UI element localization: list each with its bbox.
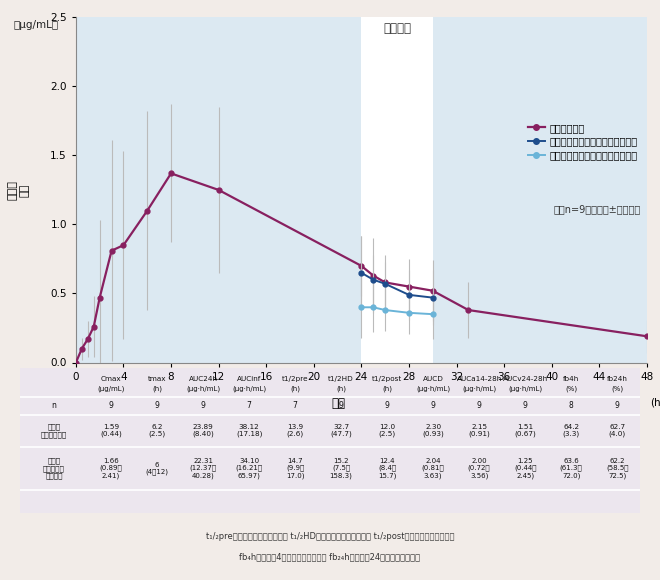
Text: 各群n=9、平均値±標準偏差: 各群n=9、平均値±標準偏差 xyxy=(554,204,641,214)
Text: 平均値
（標準偏差）: 平均値 （標準偏差） xyxy=(41,423,67,438)
Text: 62.7
(4.0): 62.7 (4.0) xyxy=(609,424,626,437)
Text: fb₄h：投与後4時間の蛋白結合率　 fb₂₄h：投与後24時間の蛋白結合率: fb₄h：投与後4時間の蛋白結合率 fb₂₄h：投与後24時間の蛋白結合率 xyxy=(240,552,420,561)
Text: 9: 9 xyxy=(614,401,620,411)
Text: 2.00
(0.72～
3.56): 2.00 (0.72～ 3.56) xyxy=(468,458,490,479)
Text: AUCv24-28h: AUCv24-28h xyxy=(503,376,548,382)
Text: (h): (h) xyxy=(382,385,392,392)
Text: (h): (h) xyxy=(290,385,300,392)
Text: t₁/₂pre：透析前の消失半減期　 t₁/₂HD：透析中の消失半減期　 t₁/₂post：透析後の消失半減期: t₁/₂pre：透析前の消失半減期 t₁/₂HD：透析中の消失半減期 t₁/₂p… xyxy=(206,532,454,541)
Text: 13.9
(2.6): 13.9 (2.6) xyxy=(286,424,304,437)
Text: (h): (h) xyxy=(336,385,346,392)
Legend: 皮下静脈濃度, ダイアライザ入口濃度（動脈側）, ダイアライザ出口濃度（静脈側）: 皮下静脈濃度, ダイアライザ入口濃度（動脈側）, ダイアライザ出口濃度（静脈側） xyxy=(523,119,642,165)
Text: 2.04
(0.81～
3.63): 2.04 (0.81～ 3.63) xyxy=(422,458,445,479)
Text: 1.66
(0.89～
2.41): 1.66 (0.89～ 2.41) xyxy=(100,458,122,479)
Text: (μg·h/mL): (μg·h/mL) xyxy=(232,385,266,392)
Text: 9: 9 xyxy=(339,401,344,411)
Text: 9: 9 xyxy=(523,401,527,411)
Text: (%): (%) xyxy=(611,385,623,392)
Text: tmax: tmax xyxy=(148,376,166,382)
Text: 7: 7 xyxy=(292,401,298,411)
Text: 15.2
(7.5～
158.3): 15.2 (7.5～ 158.3) xyxy=(330,458,352,479)
Text: 7: 7 xyxy=(247,401,251,411)
Text: 62.2
(58.5～
72.5): 62.2 (58.5～ 72.5) xyxy=(606,458,628,479)
Text: AUCD: AUCD xyxy=(422,376,444,382)
Text: Cmax: Cmax xyxy=(101,376,121,382)
Text: 中央値
（最小値～
最大値）: 中央値 （最小値～ 最大値） xyxy=(43,458,65,479)
Text: 12.0
(2.5): 12.0 (2.5) xyxy=(379,424,396,437)
Text: 9: 9 xyxy=(385,401,389,411)
Text: t1/2pre: t1/2pre xyxy=(282,376,308,382)
Text: 2.15
(0.91): 2.15 (0.91) xyxy=(469,424,490,437)
Text: 23.89
(8.40): 23.89 (8.40) xyxy=(192,424,214,437)
Text: 1.25
(0.44～
2.45): 1.25 (0.44～ 2.45) xyxy=(514,458,537,479)
Text: (μg·h/mL): (μg·h/mL) xyxy=(416,385,450,392)
Text: 血液透析: 血液透析 xyxy=(383,21,411,35)
Text: 9: 9 xyxy=(477,401,482,411)
Text: 34.10
(16.21～
65.97): 34.10 (16.21～ 65.97) xyxy=(236,458,263,479)
Text: 32.7
(47.7): 32.7 (47.7) xyxy=(330,424,352,437)
Text: 血漿中
濃度: 血漿中 濃度 xyxy=(8,180,30,200)
Text: 22.31
(12.37～
40.28): 22.31 (12.37～ 40.28) xyxy=(189,458,216,479)
Text: AUCa14-28h: AUCa14-28h xyxy=(457,376,502,382)
Text: 12.4
(8.4～
15.7): 12.4 (8.4～ 15.7) xyxy=(378,458,396,479)
Text: 9: 9 xyxy=(154,401,160,411)
Text: t1/2post: t1/2post xyxy=(372,376,402,382)
Text: 1.59
(0.44): 1.59 (0.44) xyxy=(100,424,122,437)
Text: 1.51
(0.67): 1.51 (0.67) xyxy=(514,424,536,437)
Text: 2.30
(0.93): 2.30 (0.93) xyxy=(422,424,444,437)
Text: (μg·h/mL): (μg·h/mL) xyxy=(462,385,496,392)
Text: 時間: 時間 xyxy=(331,397,346,410)
Text: 9: 9 xyxy=(201,401,205,411)
Text: 14.7
(9.9～
17.0): 14.7 (9.9～ 17.0) xyxy=(286,458,304,479)
Text: (%): (%) xyxy=(565,385,578,392)
Text: 38.12
(17.18): 38.12 (17.18) xyxy=(236,424,262,437)
Bar xyxy=(362,17,433,362)
Text: (μg·h/mL): (μg·h/mL) xyxy=(508,385,543,392)
Text: （μg/mL）: （μg/mL） xyxy=(13,20,58,30)
Text: (h): (h) xyxy=(152,385,162,392)
Text: AUCinf: AUCinf xyxy=(237,376,261,382)
Text: n: n xyxy=(51,401,56,411)
Text: 8: 8 xyxy=(569,401,574,411)
Text: (h): (h) xyxy=(649,397,660,407)
Text: t1/2HD: t1/2HD xyxy=(328,376,354,382)
Text: (μg·h/mL): (μg·h/mL) xyxy=(186,385,220,392)
Text: 6
(4～12): 6 (4～12) xyxy=(146,462,168,475)
Text: 64.2
(3.3): 64.2 (3.3) xyxy=(562,424,579,437)
Text: 9: 9 xyxy=(431,401,436,411)
Text: 63.6
(61.3～
72.0): 63.6 (61.3～ 72.0) xyxy=(560,458,583,479)
Text: 6.2
(2.5): 6.2 (2.5) xyxy=(148,424,166,437)
Text: AUC24h: AUC24h xyxy=(189,376,218,382)
Text: (μg/mL): (μg/mL) xyxy=(98,385,125,392)
Text: fb24h: fb24h xyxy=(607,376,628,382)
Text: fb4h: fb4h xyxy=(563,376,579,382)
Text: 9: 9 xyxy=(109,401,114,411)
